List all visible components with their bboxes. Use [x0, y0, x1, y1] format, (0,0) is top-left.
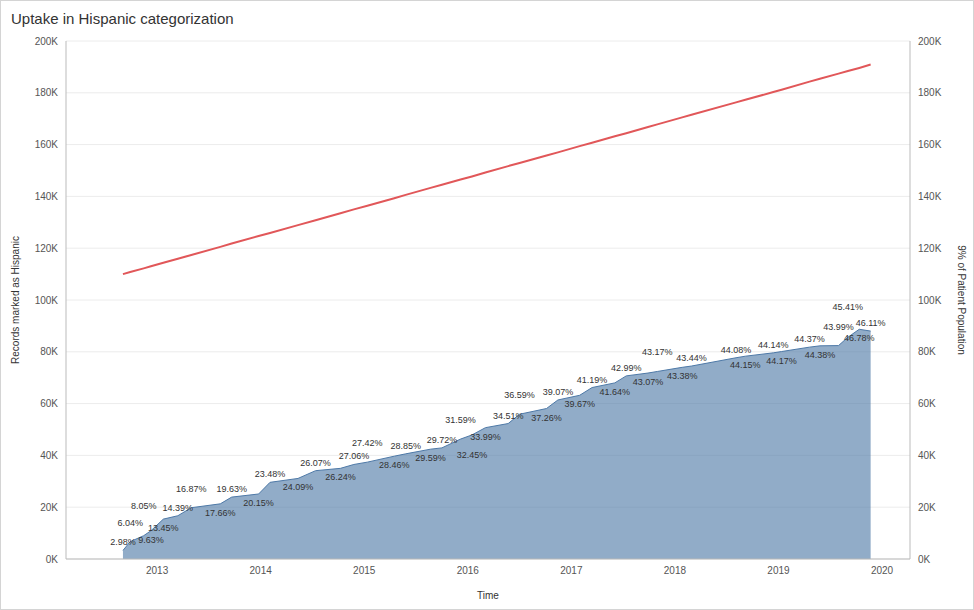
svg-text:200K: 200K — [918, 36, 942, 47]
svg-text:200K: 200K — [35, 36, 59, 47]
html-text:Records marked as Hispanic: Records marked as Hispanic — [9, 236, 21, 364]
svg-text:44.17%: 44.17% — [766, 356, 797, 366]
svg-text:2019: 2019 — [767, 565, 790, 576]
svg-text:0K: 0K — [918, 554, 931, 565]
svg-text:2016: 2016 — [457, 565, 480, 576]
svg-text:24.09%: 24.09% — [283, 482, 314, 492]
svg-text:39.07%: 39.07% — [543, 387, 574, 397]
svg-text:27.42%: 27.42% — [352, 438, 383, 448]
svg-text:43.07%: 43.07% — [633, 377, 664, 387]
svg-text:40K: 40K — [40, 450, 58, 461]
svg-text:80K: 80K — [918, 346, 936, 357]
svg-text:20K: 20K — [40, 502, 58, 513]
svg-text:28.85%: 28.85% — [390, 441, 421, 451]
svg-text:100K: 100K — [918, 295, 942, 306]
svg-text:45.41%: 45.41% — [833, 302, 864, 312]
svg-text:16.87%: 16.87% — [176, 484, 207, 494]
svg-text:43.38%: 43.38% — [667, 371, 698, 381]
svg-text:46.78%: 46.78% — [844, 333, 875, 343]
svg-text:2018: 2018 — [664, 565, 687, 576]
svg-text:44.14%: 44.14% — [758, 340, 789, 350]
svg-text:28.46%: 28.46% — [379, 460, 410, 470]
svg-text:42.99%: 42.99% — [611, 363, 642, 373]
svg-text:6.04%: 6.04% — [117, 518, 143, 528]
svg-text:29.72%: 29.72% — [427, 435, 458, 445]
svg-text:44.15%: 44.15% — [730, 360, 761, 370]
svg-text:43.44%: 43.44% — [676, 353, 707, 363]
svg-text:23.48%: 23.48% — [255, 469, 286, 479]
svg-text:2017: 2017 — [560, 565, 583, 576]
svg-text:44.37%: 44.37% — [794, 334, 825, 344]
svg-text:160K: 160K — [35, 139, 59, 150]
svg-text:46.11%: 46.11% — [856, 318, 886, 328]
svg-text:44.08%: 44.08% — [721, 345, 752, 355]
svg-text:80K: 80K — [40, 346, 58, 357]
svg-text:180K: 180K — [35, 87, 59, 98]
svg-text:2.98%: 2.98% — [110, 537, 136, 547]
svg-text:2013: 2013 — [146, 565, 169, 576]
svg-text:43.17%: 43.17% — [642, 347, 673, 357]
svg-text:17.66%: 17.66% — [205, 508, 236, 518]
svg-text:0K: 0K — [46, 554, 59, 565]
svg-text:120K: 120K — [35, 243, 59, 254]
svg-text:60K: 60K — [40, 398, 58, 409]
svg-text:20K: 20K — [918, 502, 936, 513]
svg-text:33.99%: 33.99% — [470, 432, 501, 442]
svg-text:60K: 60K — [918, 398, 936, 409]
svg-text:27.06%: 27.06% — [339, 451, 370, 461]
svg-text:41.64%: 41.64% — [600, 387, 631, 397]
svg-text:37.26%: 37.26% — [531, 413, 562, 423]
svg-text:8.05%: 8.05% — [131, 501, 157, 511]
svg-text:2020: 2020 — [871, 565, 894, 576]
svg-text:20.15%: 20.15% — [243, 498, 274, 508]
svg-text:180K: 180K — [918, 87, 942, 98]
svg-text:26.24%: 26.24% — [325, 472, 356, 482]
svg-text:39.67%: 39.67% — [564, 399, 595, 409]
svg-text:44.38%: 44.38% — [805, 350, 836, 360]
svg-text:43.99%: 43.99% — [823, 322, 854, 332]
svg-text:26.07%: 26.07% — [300, 458, 331, 468]
svg-text:140K: 140K — [35, 191, 59, 202]
svg-text:34.51%: 34.51% — [493, 411, 524, 421]
svg-text:160K: 160K — [918, 139, 942, 150]
html-text:Uptake in Hispanic categorizat: Uptake in Hispanic categorization — [11, 10, 234, 27]
svg-text:14.39%: 14.39% — [163, 503, 194, 513]
svg-text:36.59%: 36.59% — [504, 390, 535, 400]
svg-text:140K: 140K — [918, 191, 942, 202]
svg-text:2014: 2014 — [250, 565, 273, 576]
svg-text:29.59%: 29.59% — [415, 453, 446, 463]
html-text:9% of Patient Population: 9% of Patient Population — [955, 245, 967, 355]
svg-text:31.59%: 31.59% — [445, 415, 476, 425]
svg-text:9.63%: 9.63% — [138, 535, 164, 545]
svg-text:13.45%: 13.45% — [148, 523, 179, 533]
svg-text:40K: 40K — [918, 450, 936, 461]
svg-text:2015: 2015 — [353, 565, 376, 576]
svg-text:100K: 100K — [35, 295, 59, 306]
svg-text:120K: 120K — [918, 243, 942, 254]
svg-text:19.63%: 19.63% — [216, 484, 247, 494]
svg-text:32.45%: 32.45% — [457, 450, 488, 460]
svg-text:Time: Time — [477, 590, 499, 601]
svg-text:41.19%: 41.19% — [577, 375, 608, 385]
